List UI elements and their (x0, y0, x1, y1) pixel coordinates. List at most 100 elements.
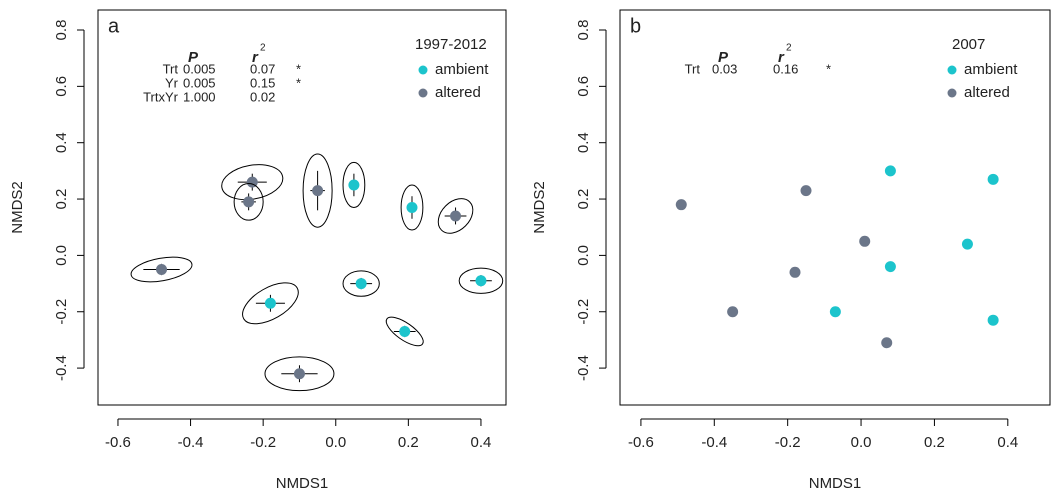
y-tick-label: 0.6 (53, 76, 70, 97)
point (789, 266, 801, 278)
point (293, 368, 305, 380)
x-tick-label: 0.4 (997, 434, 1018, 451)
x-tick-label: 0.4 (471, 434, 492, 451)
stats-cell: Yr (165, 75, 179, 90)
point (264, 297, 276, 309)
ellipse (264, 356, 335, 392)
ellipse (458, 267, 504, 294)
plot-frame (619, 9, 1051, 406)
point (800, 185, 812, 197)
point (884, 165, 896, 177)
legend-label: altered (964, 84, 1010, 101)
point (312, 185, 324, 197)
point (987, 173, 999, 185)
point (881, 337, 893, 349)
point (987, 314, 999, 326)
stats-cell: * (296, 61, 301, 76)
ellipse (437, 198, 474, 234)
ellipse (385, 316, 424, 347)
y-tick-label: 0.6 (575, 76, 592, 97)
ellipse (221, 164, 284, 201)
stats-cell: 0.16 (773, 61, 798, 76)
x-tick-label: -0.4 (178, 434, 204, 451)
x-tick-label: 0.0 (325, 434, 346, 451)
legend-title: 1997-2012 (415, 36, 487, 53)
stats-cell: 0.02 (250, 89, 275, 104)
stats-cell: 0.07 (250, 61, 275, 76)
x-tick-label: -0.4 (701, 434, 727, 451)
point (450, 210, 462, 222)
ellipse (342, 270, 380, 297)
point (399, 325, 411, 337)
y-tick-label: 0.0 (575, 245, 592, 266)
point (348, 179, 360, 191)
y-tick-label: 0.8 (53, 20, 70, 41)
point (355, 278, 367, 290)
ellipse (130, 256, 193, 283)
plot-frame (97, 9, 507, 406)
x-tick-label: 0.0 (851, 434, 872, 451)
x-tick-label: -0.6 (628, 434, 654, 451)
x-axis-title: NMDS1 (276, 475, 329, 492)
ellipse (342, 161, 366, 208)
ellipse (400, 184, 424, 231)
legend-marker (947, 65, 957, 75)
stats-header: 2 (786, 43, 792, 54)
legend-title: 2007 (952, 36, 985, 53)
x-tick-label: -0.2 (775, 434, 801, 451)
panel-label: a (108, 15, 120, 37)
stats-header: P (718, 49, 729, 66)
y-tick-label: -0.2 (53, 299, 70, 325)
ellipse (242, 282, 299, 325)
point (675, 199, 687, 211)
stats-header: r (252, 49, 259, 66)
stats-header: P (188, 49, 199, 66)
y-axis-title: NMDS2 (531, 181, 548, 234)
point (829, 306, 841, 318)
point (884, 261, 896, 273)
legend-label: altered (435, 84, 481, 101)
y-tick-label: -0.4 (53, 355, 70, 381)
stats-cell: 0.005 (183, 75, 216, 90)
stats-cell: 1.000 (183, 89, 216, 104)
panel-label: b (630, 15, 641, 37)
y-tick-label: 0.0 (53, 245, 70, 266)
y-tick-label: 0.2 (575, 189, 592, 210)
point (961, 238, 973, 250)
point (243, 196, 255, 208)
stats-cell: * (826, 61, 831, 76)
legend-marker (947, 88, 957, 98)
y-axis-title: NMDS2 (9, 181, 26, 234)
y-tick-label: 0.4 (575, 132, 592, 153)
legend-label: ambient (964, 61, 1018, 78)
point (727, 306, 739, 318)
stats-cell: 0.005 (183, 61, 216, 76)
x-tick-label: -0.2 (250, 434, 276, 451)
ellipse (302, 153, 333, 228)
x-axis-title: NMDS1 (809, 475, 862, 492)
x-tick-label: 0.2 (924, 434, 945, 451)
point (156, 263, 168, 275)
y-tick-label: -0.2 (575, 299, 592, 325)
point (406, 202, 418, 213)
y-tick-label: 0.4 (53, 132, 70, 153)
stats-cell: Trt (163, 61, 179, 76)
legend-label: ambient (435, 61, 489, 78)
y-tick-label: -0.4 (575, 355, 592, 381)
y-tick-label: 0.8 (575, 20, 592, 41)
ellipse (233, 183, 264, 221)
legend-marker (418, 65, 428, 75)
stats-cell: * (296, 75, 301, 90)
stats-header: 2 (260, 43, 266, 54)
y-tick-label: 0.2 (53, 189, 70, 210)
point (475, 275, 487, 287)
stats-cell: 0.03 (712, 61, 737, 76)
stats-cell: TrtxYr (143, 89, 179, 104)
legend-marker (418, 88, 428, 98)
stats-header: r (778, 49, 785, 66)
stats-cell: Trt (685, 61, 701, 76)
x-tick-label: 0.2 (398, 434, 419, 451)
stats-cell: 0.15 (250, 75, 275, 90)
x-tick-label: -0.6 (105, 434, 131, 451)
